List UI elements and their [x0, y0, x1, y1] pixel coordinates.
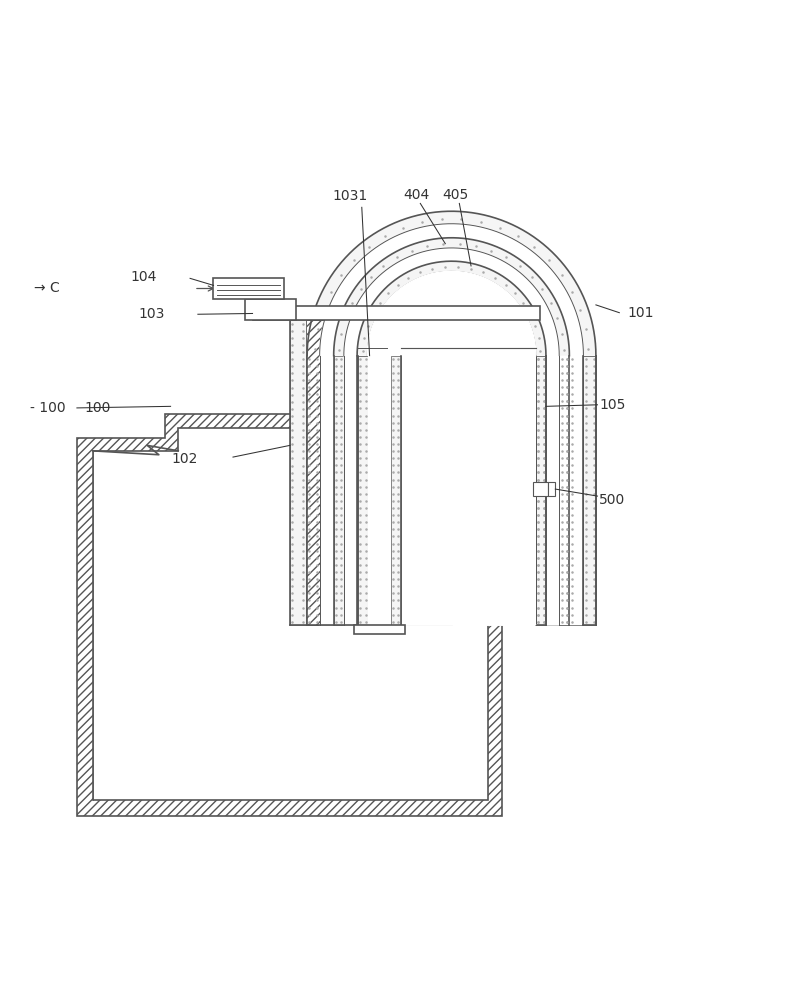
- Polygon shape: [334, 238, 569, 356]
- Bar: [546, 356, 583, 625]
- Text: 100: 100: [85, 401, 111, 415]
- Polygon shape: [357, 261, 546, 356]
- Text: 1031: 1031: [332, 189, 368, 203]
- Bar: [290, 320, 306, 625]
- Bar: [534, 482, 548, 496]
- Bar: [569, 356, 583, 625]
- Polygon shape: [307, 211, 596, 625]
- Polygon shape: [327, 320, 451, 625]
- Text: 102: 102: [171, 452, 198, 466]
- Polygon shape: [367, 271, 536, 625]
- Bar: [307, 356, 320, 625]
- Polygon shape: [77, 414, 502, 816]
- Bar: [357, 356, 367, 625]
- Polygon shape: [307, 211, 596, 356]
- Bar: [391, 356, 401, 625]
- Bar: [358, 356, 368, 625]
- Bar: [334, 356, 343, 625]
- Bar: [559, 356, 569, 625]
- Polygon shape: [343, 248, 559, 625]
- Text: 500: 500: [599, 493, 626, 507]
- Text: 105: 105: [599, 398, 626, 412]
- Bar: [354, 625, 405, 634]
- Bar: [536, 356, 546, 625]
- Text: 104: 104: [131, 270, 157, 284]
- Text: - 100: - 100: [30, 401, 65, 415]
- Bar: [214, 278, 284, 299]
- Bar: [548, 482, 556, 496]
- Bar: [546, 356, 583, 625]
- Text: 103: 103: [139, 307, 165, 321]
- Bar: [371, 320, 387, 625]
- Bar: [368, 356, 391, 625]
- Polygon shape: [93, 428, 488, 800]
- Polygon shape: [306, 320, 371, 625]
- Polygon shape: [320, 224, 583, 625]
- Text: → C: → C: [34, 281, 60, 295]
- Bar: [367, 356, 536, 625]
- Bar: [252, 306, 540, 320]
- Bar: [536, 356, 546, 625]
- Bar: [320, 356, 334, 625]
- Bar: [559, 356, 583, 625]
- Bar: [583, 356, 596, 625]
- Text: 101: 101: [627, 306, 654, 320]
- Bar: [546, 356, 559, 625]
- Text: 405: 405: [443, 188, 468, 202]
- Bar: [343, 356, 357, 625]
- Bar: [244, 299, 296, 320]
- Bar: [583, 356, 596, 625]
- Text: 404: 404: [403, 188, 429, 202]
